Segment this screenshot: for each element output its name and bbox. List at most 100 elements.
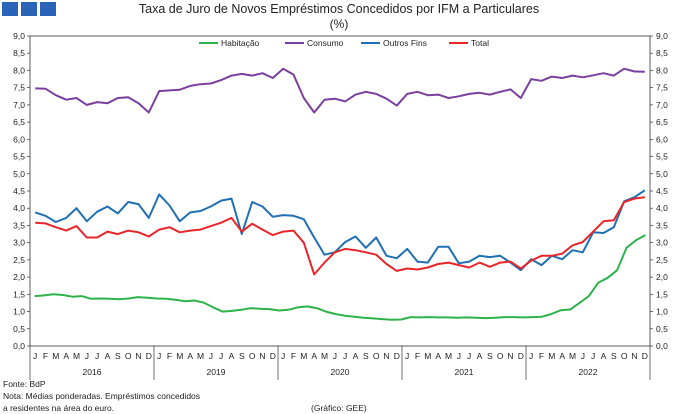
- x-year-label: 2016: [83, 367, 102, 377]
- x-month-label: A: [435, 351, 441, 361]
- x-month-label: O: [249, 351, 256, 361]
- x-month-label: J: [281, 351, 285, 361]
- x-month-label: A: [63, 351, 69, 361]
- x-month-label: F: [291, 351, 296, 361]
- x-month-label: A: [187, 351, 193, 361]
- x-month-label: A: [311, 351, 317, 361]
- y-tick-label-right: 5,0: [656, 169, 668, 179]
- x-month-label: S: [363, 351, 369, 361]
- axes: 0,0 0,0 0,5 0,5 1,0 1,0 1,5 1,5 2,0 2,0 2,5 2,5 3,0 3…: [13, 31, 668, 351]
- series-line-total: [35, 196, 645, 276]
- x-month-label: M: [548, 351, 555, 361]
- x-month-label: F: [539, 351, 544, 361]
- series-line-habitacao: [34, 234, 646, 321]
- y-tick-label-right: 4,5: [656, 186, 668, 196]
- x-month-label: J: [457, 351, 461, 361]
- x-month-label: J: [157, 351, 161, 361]
- footnote-line-1: Nota: Médias ponderadas. Empréstimos con…: [3, 391, 201, 401]
- legend-label-outros-fins: Outros Fins: [383, 38, 427, 48]
- source-note: Fonte: BdP: [3, 379, 46, 389]
- y-tick-label-left: 2,5: [13, 255, 25, 265]
- y-tick-label-right: 3,5: [656, 220, 668, 230]
- x-month-label: J: [33, 351, 37, 361]
- x-month-label: A: [353, 351, 359, 361]
- x-month-label: A: [601, 351, 607, 361]
- y-tick-label-right: 5,5: [656, 152, 668, 162]
- y-tick-label-left: 3,0: [13, 238, 25, 248]
- y-tick-label-right: 7,0: [656, 100, 668, 110]
- y-tick-label-right: 2,5: [656, 255, 668, 265]
- y-tick-label-right: 6,5: [656, 117, 668, 127]
- x-month-label: M: [445, 351, 452, 361]
- series-layer: [34, 67, 646, 321]
- chart-credit: (Gráfico: GEE): [311, 403, 367, 413]
- gee-logo: [2, 2, 58, 16]
- x-month-label: J: [467, 351, 471, 361]
- x-month-label: J: [219, 351, 223, 361]
- x-month-label: J: [591, 351, 595, 361]
- y-tick-label-left: 1,5: [13, 289, 25, 299]
- y-tick-label-right: 0,0: [656, 341, 668, 351]
- y-tick-label-right: 2,0: [656, 272, 668, 282]
- x-month-label: M: [569, 351, 576, 361]
- x-month-label: D: [394, 351, 400, 361]
- x-month-label: M: [73, 351, 80, 361]
- x-month-label: M: [321, 351, 328, 361]
- x-month-label: F: [167, 351, 172, 361]
- y-tick-label-left: 9,0: [13, 31, 25, 41]
- x-year-label: 2021: [455, 367, 474, 377]
- x-month-label: S: [239, 351, 245, 361]
- x-month-label: M: [424, 351, 431, 361]
- y-tick-label-left: 5,0: [13, 169, 25, 179]
- x-month-label: N: [631, 351, 637, 361]
- y-tick-label-right: 1,0: [656, 307, 668, 317]
- y-tick-label-left: 0,5: [13, 324, 25, 334]
- y-tick-label-right: 1,5: [656, 289, 668, 299]
- x-month-label: A: [105, 351, 111, 361]
- x-month-label: J: [333, 351, 337, 361]
- y-tick-label-left: 4,5: [13, 186, 25, 196]
- x-month-label: D: [146, 351, 152, 361]
- y-tick-label-left: 7,5: [13, 83, 25, 93]
- y-tick-label-left: 4,0: [13, 203, 25, 213]
- x-month-label: O: [373, 351, 380, 361]
- y-tick-label-left: 8,0: [13, 65, 25, 75]
- y-tick-label-left: 6,0: [13, 134, 25, 144]
- y-tick-label-left: 7,0: [13, 100, 25, 110]
- x-month-label: J: [209, 351, 213, 361]
- y-tick-label-right: 9,0: [656, 31, 668, 41]
- x-month-label: D: [642, 351, 648, 361]
- x-month-label: N: [507, 351, 513, 361]
- x-month-label: J: [85, 351, 89, 361]
- x-month-label: O: [497, 351, 504, 361]
- x-month-label: D: [270, 351, 276, 361]
- legend-label-consumo: Consumo: [307, 38, 344, 48]
- y-tick-label-right: 8,5: [656, 48, 668, 58]
- x-month-label: S: [611, 351, 617, 361]
- footnote-line-2: a residentes na área do euro.: [3, 403, 115, 413]
- y-tick-label-left: 2,0: [13, 272, 25, 282]
- y-tick-label-left: 3,5: [13, 220, 25, 230]
- y-tick-label-right: 8,0: [656, 65, 668, 75]
- x-month-label: O: [125, 351, 132, 361]
- x-year-label: 2019: [207, 367, 226, 377]
- x-month-label: M: [176, 351, 183, 361]
- x-month-label: F: [43, 351, 48, 361]
- y-tick-label-left: 6,5: [13, 117, 25, 127]
- y-tick-label-right: 3,0: [656, 238, 668, 248]
- x-month-label: A: [559, 351, 565, 361]
- series-line-outros-fins: [34, 189, 646, 272]
- x-month-label: N: [259, 351, 265, 361]
- y-tick-label-right: 7,5: [656, 83, 668, 93]
- x-year-label: 2022: [579, 367, 598, 377]
- x-month-label: A: [477, 351, 483, 361]
- y-tick-label-left: 5,5: [13, 152, 25, 162]
- y-tick-label-left: 8,5: [13, 48, 25, 58]
- x-month-label: J: [529, 351, 533, 361]
- x-month-label: J: [581, 351, 585, 361]
- x-month-label: D: [518, 351, 524, 361]
- x-month-label: N: [383, 351, 389, 361]
- x-month-label: F: [415, 351, 420, 361]
- x-month-label: S: [487, 351, 493, 361]
